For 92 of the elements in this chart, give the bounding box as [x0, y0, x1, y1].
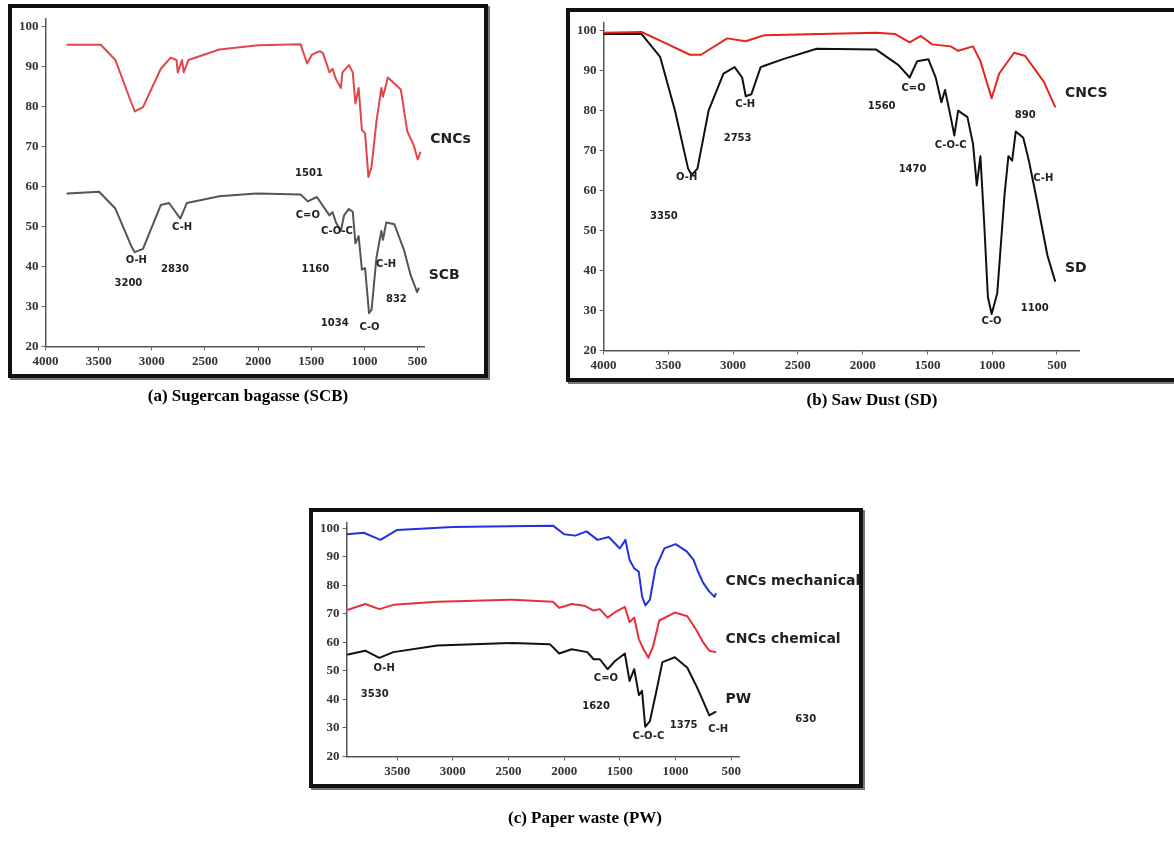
annotation: O-H — [676, 170, 698, 182]
annotation: 832 — [385, 292, 407, 304]
annotation: 890 — [1014, 108, 1036, 120]
x-tick-label: 2000 — [245, 352, 272, 368]
x-tick-label: 1000 — [351, 352, 378, 368]
x-tick-label: 2000 — [849, 356, 876, 372]
text: 630 — [795, 712, 817, 724]
y-tick-label: 20 — [583, 341, 597, 357]
text: (a) Sugercan bagasse (SCB) — [146, 386, 350, 406]
y-tick-label: 100 — [577, 22, 597, 38]
y-tick-label: 30 — [583, 301, 597, 317]
annotation: C=O — [593, 671, 619, 683]
annotation: C-H — [735, 98, 756, 110]
y-tick-label: 30 — [326, 719, 340, 735]
annotation: C=O — [295, 208, 320, 220]
y-tick-label: 90 — [25, 58, 39, 74]
annotation: C-H — [708, 723, 729, 735]
x-tick-label: 4000 — [32, 352, 59, 368]
y-tick-label: 40 — [583, 261, 597, 277]
annotation: 3350 — [649, 210, 678, 222]
y-tick-label: 60 — [326, 633, 340, 649]
series-label: CNCS — [1065, 84, 1108, 101]
annotation: O-H — [125, 254, 147, 266]
y-tick-label: 20 — [326, 747, 340, 763]
annotation: 3200 — [114, 276, 143, 288]
annotation: C=O — [901, 81, 926, 93]
annotation: 1470 — [898, 163, 927, 175]
y-tick-label: 80 — [25, 98, 39, 114]
x-tick-label: 3000 — [439, 762, 466, 778]
annotation: C-O-C — [320, 224, 353, 236]
x-tick-label: 3000 — [138, 352, 165, 368]
series-label: CNCs — [430, 130, 471, 147]
annotation: C-O — [981, 315, 1002, 327]
x-tick-label: 1000 — [979, 356, 1006, 372]
y-tick-label: 20 — [25, 337, 39, 353]
series-label: CNCs chemical — [725, 629, 841, 646]
series-label: SCB — [428, 266, 460, 283]
annotation: C-H — [376, 258, 397, 270]
series-label: SD — [1065, 258, 1087, 275]
x-tick-label: 3000 — [720, 356, 747, 372]
y-tick-label: 70 — [326, 605, 340, 621]
y-tick-label: 90 — [326, 548, 340, 564]
annotation: 1034 — [320, 317, 349, 329]
text: (c) Paper waste (PW) — [506, 808, 663, 828]
annotation: 1620 — [582, 699, 611, 711]
x-tick-label: 4000 — [590, 356, 617, 372]
y-tick-label: 60 — [583, 181, 597, 197]
annotation: 1375 — [669, 719, 698, 731]
annotation: 1100 — [1020, 302, 1049, 314]
y-tick-label: 40 — [25, 257, 39, 273]
text: (b) Saw Dust (SD) — [805, 390, 939, 410]
x-tick-label: 2000 — [551, 762, 578, 778]
y-tick-label: 30 — [25, 297, 39, 313]
annotation: 1160 — [301, 263, 330, 275]
annotation: 1560 — [867, 100, 896, 112]
x-tick-label: 1000 — [662, 762, 689, 778]
y-tick-label: 80 — [583, 102, 597, 118]
y-tick-label: 100 — [19, 18, 39, 34]
series-label: CNCs mechanical — [725, 571, 861, 588]
annotation: C-H — [172, 221, 193, 233]
x-tick-label: 500 — [407, 352, 428, 368]
y-tick-label: 50 — [583, 221, 597, 237]
x-tick-label: 500 — [721, 762, 741, 778]
annotation: C-O-C — [632, 729, 665, 741]
x-tick-label: 2500 — [784, 356, 811, 372]
y-tick-label: 50 — [25, 217, 39, 233]
x-tick-label: 1500 — [914, 356, 941, 372]
x-tick-label: 3500 — [384, 762, 411, 778]
annotation: O-H — [373, 661, 395, 673]
annotation: 3530 — [360, 687, 389, 699]
x-tick-label: 2500 — [495, 762, 522, 778]
annotation: C-O — [359, 320, 380, 332]
annotation: 2753 — [723, 132, 752, 144]
series-label: PW — [725, 689, 752, 706]
y-tick-label: 70 — [25, 138, 39, 153]
y-tick-label: 70 — [583, 142, 597, 157]
annotation: 1501 — [295, 167, 323, 179]
x-tick-label: 500 — [1047, 356, 1067, 372]
y-tick-label: 60 — [25, 177, 39, 193]
annotation: 2830 — [161, 263, 189, 275]
x-tick-label: 1500 — [298, 352, 325, 368]
y-tick-label: 80 — [326, 576, 340, 592]
x-tick-label: 3500 — [655, 356, 682, 372]
y-tick-label: 40 — [326, 690, 340, 706]
y-tick-label: 100 — [320, 519, 340, 535]
y-tick-label: 90 — [583, 62, 597, 78]
x-tick-label: 1500 — [606, 762, 633, 778]
y-tick-label: 50 — [326, 662, 340, 678]
x-tick-label: 3500 — [85, 352, 112, 368]
x-tick-label: 2500 — [191, 352, 218, 368]
annotation: C-O-C — [934, 138, 967, 150]
annotation: C-H — [1033, 172, 1054, 183]
